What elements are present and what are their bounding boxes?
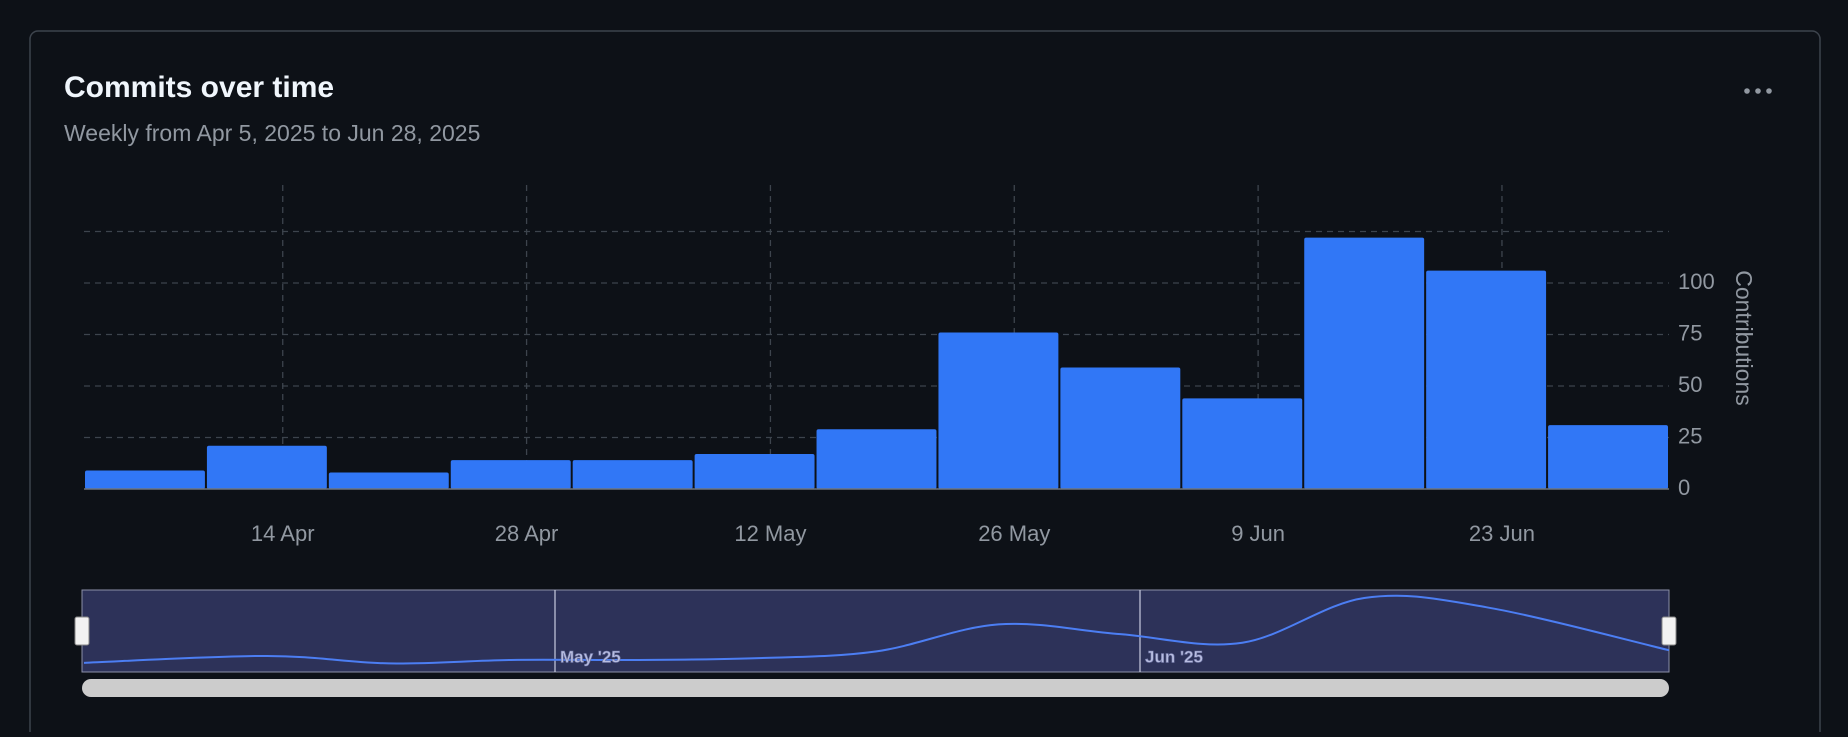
bar — [206, 445, 327, 489]
navigator-handle[interactable] — [1661, 616, 1677, 646]
x-tick-label: 28 Apr — [495, 521, 559, 546]
bar — [694, 453, 815, 489]
menu-dot — [1755, 88, 1761, 94]
navigator-window — [81, 589, 1670, 673]
navigator-label: Jun '25 — [1145, 647, 1203, 666]
x-tick-label: 23 Jun — [1469, 521, 1535, 546]
bar — [328, 472, 449, 489]
menu-dot — [1766, 88, 1772, 94]
bar — [450, 460, 571, 489]
navigator-label: May '25 — [560, 647, 621, 666]
y-tick-label: 75 — [1678, 320, 1702, 345]
menu-dot — [1744, 88, 1750, 94]
bar — [816, 429, 937, 489]
plot: 14 Apr 28 Apr 12 May 26 May 9 Jun 23 Jun 0 25 50… — [84, 185, 1715, 546]
bar — [1426, 270, 1547, 489]
bar — [572, 460, 693, 489]
y-tick-label: 25 — [1678, 423, 1702, 448]
bar — [85, 470, 205, 489]
x-tick-label: 14 Apr — [251, 521, 315, 546]
bar — [1060, 367, 1181, 489]
scrollbar[interactable] — [82, 679, 1669, 697]
navigator[interactable]: May '25 Jun '25 — [74, 589, 1677, 697]
x-tick-label: 12 May — [734, 521, 806, 546]
y-tick-label: 50 — [1678, 372, 1702, 397]
chart-title: Commits over time — [64, 71, 334, 104]
y-axis-label: Contributions — [1731, 270, 1757, 406]
bar — [1304, 237, 1425, 489]
chart-subtitle: Weekly from Apr 5, 2025 to Jun 28, 2025 — [64, 120, 480, 146]
more-menu[interactable] — [1744, 88, 1772, 94]
navigator-line — [83, 594, 1670, 665]
bar — [1548, 425, 1668, 489]
navigator-handle[interactable] — [74, 616, 90, 646]
y-tick-label: 0 — [1678, 475, 1690, 500]
x-tick-label: 26 May — [978, 521, 1050, 546]
bar — [1182, 398, 1303, 489]
bar — [938, 332, 1059, 489]
y-tick-label: 100 — [1678, 269, 1715, 294]
x-tick-label: 9 Jun — [1231, 521, 1285, 546]
card-border — [29, 30, 1821, 737]
